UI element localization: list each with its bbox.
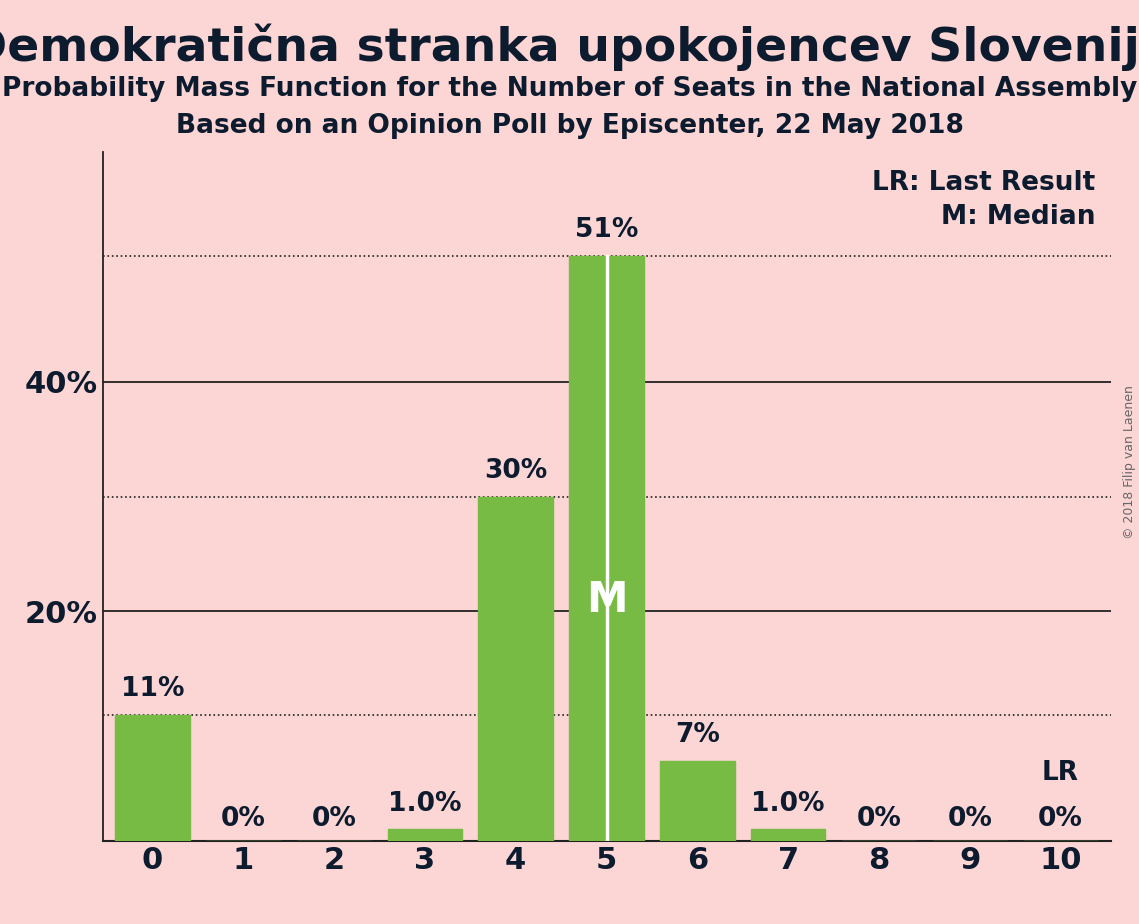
Bar: [115, 714, 190, 841]
Text: 1.0%: 1.0%: [752, 791, 825, 817]
Text: 1.0%: 1.0%: [388, 791, 461, 817]
Text: 30%: 30%: [484, 458, 548, 484]
Text: 0%: 0%: [948, 806, 992, 832]
Text: M: M: [585, 579, 628, 621]
Text: Demokratična stranka upokojencev Slovenije: Demokratična stranka upokojencev Sloveni…: [0, 23, 1139, 70]
Text: 0%: 0%: [221, 806, 265, 832]
Text: 0%: 0%: [857, 806, 901, 832]
Bar: [570, 256, 644, 841]
Text: LR: LR: [1042, 760, 1079, 785]
Text: 0%: 0%: [312, 806, 357, 832]
Bar: [478, 497, 552, 841]
Text: M: Median: M: Median: [941, 204, 1096, 230]
Text: LR: Last Result: LR: Last Result: [872, 170, 1096, 196]
Bar: [661, 760, 735, 841]
Bar: [387, 830, 462, 841]
Text: 51%: 51%: [575, 217, 638, 243]
Text: 11%: 11%: [121, 676, 185, 702]
Text: Probability Mass Function for the Number of Seats in the National Assembly: Probability Mass Function for the Number…: [2, 76, 1137, 102]
Text: 7%: 7%: [675, 722, 720, 748]
Text: 0%: 0%: [1038, 806, 1083, 832]
Text: Based on an Opinion Poll by Episcenter, 22 May 2018: Based on an Opinion Poll by Episcenter, …: [175, 113, 964, 139]
Bar: [751, 830, 826, 841]
Text: © 2018 Filip van Laenen: © 2018 Filip van Laenen: [1123, 385, 1137, 539]
